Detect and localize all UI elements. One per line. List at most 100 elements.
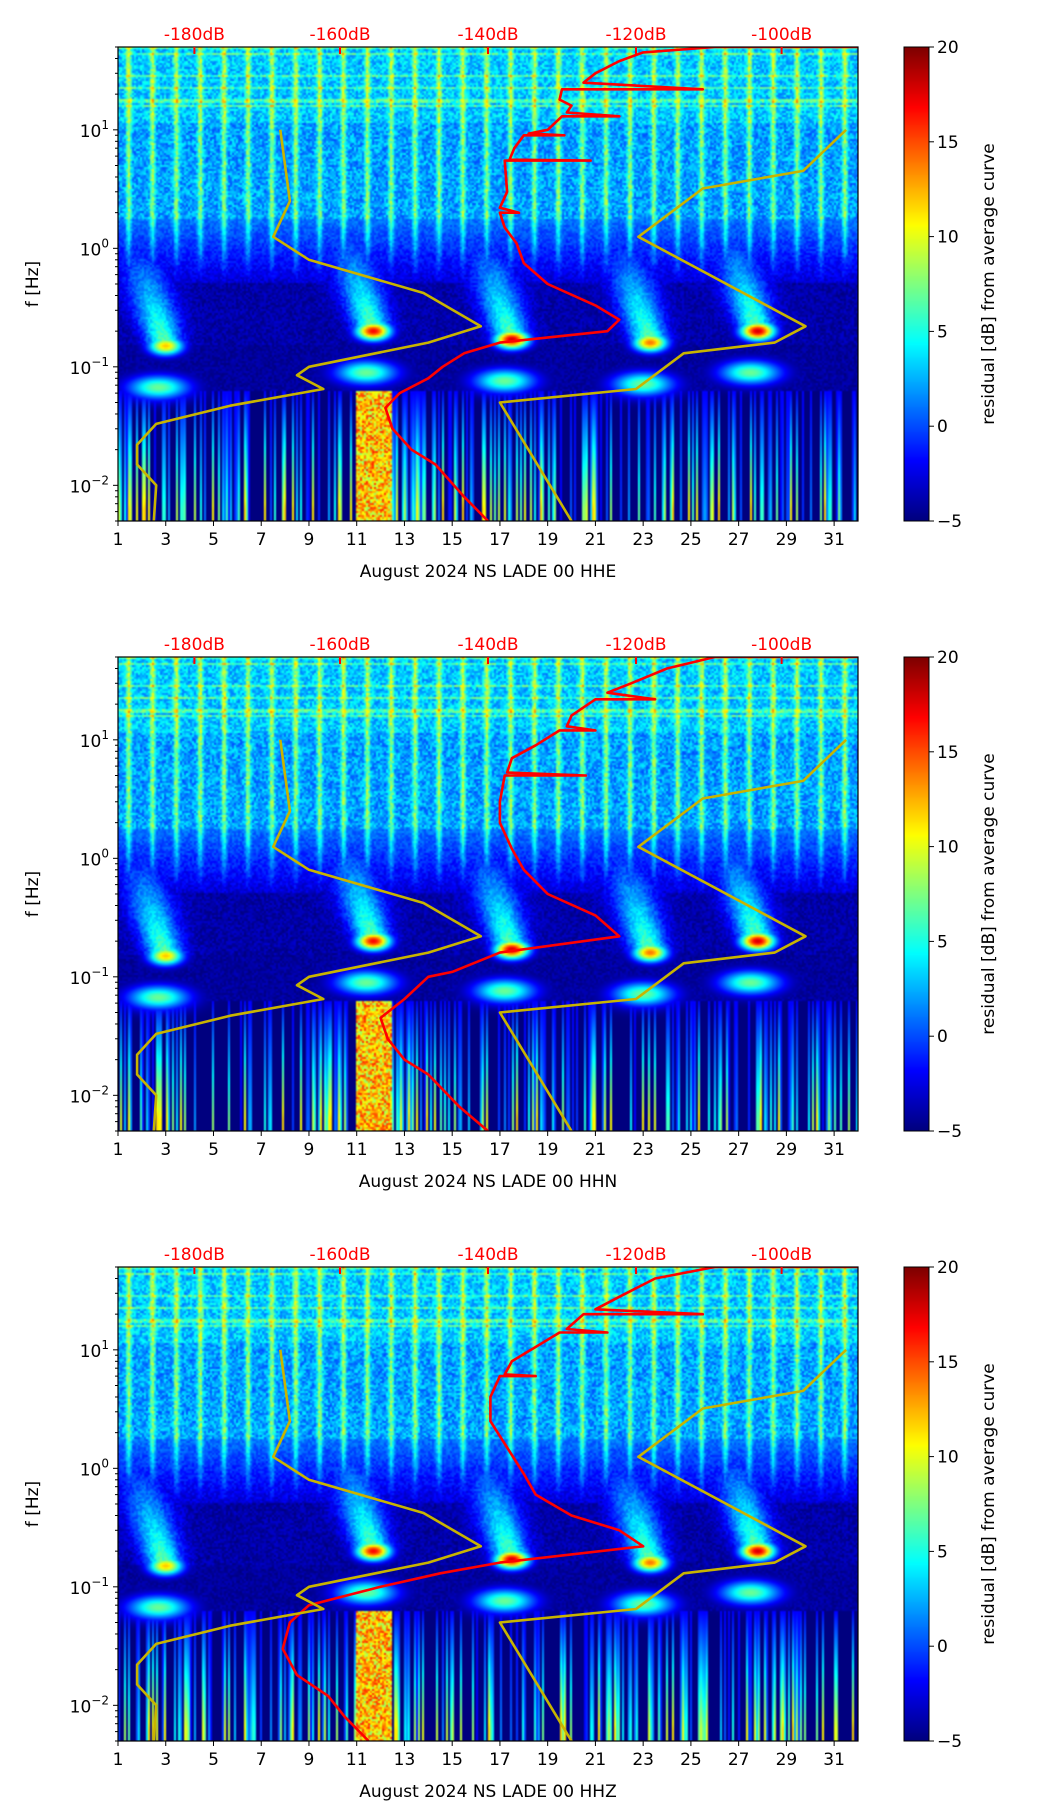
x-tick-label: 5 bbox=[208, 530, 219, 550]
average-curve-line bbox=[281, 1267, 858, 1741]
y-tick-label: 10−1 bbox=[70, 965, 109, 989]
y-tick-label: 101 bbox=[80, 1338, 109, 1362]
x-tick-label: 7 bbox=[256, 1140, 267, 1160]
db-axis-label: -100dB bbox=[751, 25, 812, 45]
db-axis-label: -160dB bbox=[309, 635, 370, 655]
x-tick-label: 3 bbox=[160, 1750, 171, 1770]
y-tick-base: 10 bbox=[70, 477, 92, 497]
y-tick-exponent: −2 bbox=[91, 1083, 109, 1097]
db-axis-label: -120dB bbox=[605, 635, 666, 655]
x-tick-label: 13 bbox=[394, 1140, 416, 1160]
colorbar-tick-label: 10 bbox=[937, 1448, 959, 1468]
y-axis-label: f [Hz] bbox=[23, 1481, 43, 1527]
x-tick-label: 27 bbox=[728, 1140, 750, 1160]
colorbar-tick-label: 15 bbox=[937, 743, 959, 763]
spectrogram-panel: 1 3 5 7 9 11 13 15 17 19 21 23 25 27 29 31 August 2024 N… bbox=[0, 1220, 1052, 1806]
x-tick-label: 29 bbox=[776, 530, 798, 550]
spectrogram-panel: 1 3 5 7 9 11 13 15 17 19 21 23 25 27 29 31 August 2024 N… bbox=[0, 0, 1052, 610]
y-axis-label: f [Hz] bbox=[23, 871, 43, 917]
colorbar-frame bbox=[903, 656, 930, 1132]
x-tick-label: 1 bbox=[113, 530, 124, 550]
colorbar-tick-label: 10 bbox=[937, 838, 959, 858]
colorbar-label: residual [dB] from average curve bbox=[979, 753, 999, 1034]
colorbar-tick-label: 0 bbox=[937, 1027, 948, 1047]
x-tick-label: 3 bbox=[160, 1140, 171, 1160]
y-tick-label: 10−2 bbox=[70, 1693, 109, 1717]
x-tick-label: 25 bbox=[680, 1140, 702, 1160]
x-tick-label: 23 bbox=[632, 530, 654, 550]
y-tick-base: 10 bbox=[80, 122, 102, 142]
nhnm-line bbox=[498, 1348, 847, 1741]
x-tick-label: 9 bbox=[304, 530, 315, 550]
colorbar bbox=[904, 1267, 929, 1741]
db-axis-label: -100dB bbox=[751, 635, 812, 655]
x-tick-label: 31 bbox=[823, 1140, 845, 1160]
colorbar-label: residual [dB] from average curve bbox=[979, 1363, 999, 1644]
y-tick-exponent: 1 bbox=[101, 118, 109, 132]
db-axis-label: -180dB bbox=[164, 1245, 225, 1265]
x-tick-label: 7 bbox=[256, 1750, 267, 1770]
y-tick-label: 100 bbox=[80, 846, 109, 870]
y-tick-exponent: −2 bbox=[91, 473, 109, 487]
y-tick-base: 10 bbox=[80, 850, 102, 870]
colorbar-tick-label: 5 bbox=[937, 1542, 948, 1562]
y-tick-base: 10 bbox=[70, 1087, 92, 1107]
colorbar-tick-label: 5 bbox=[937, 932, 948, 952]
average-curve-line bbox=[384, 47, 858, 521]
x-tick-label: 25 bbox=[680, 1750, 702, 1770]
x-axis-label: August 2024 NS LADE 00 HHZ bbox=[359, 1782, 616, 1802]
plot-frame bbox=[117, 46, 859, 522]
x-tick-label: 9 bbox=[304, 1750, 315, 1770]
colorbar-frame bbox=[903, 1266, 930, 1742]
colorbar-tick-label: 5 bbox=[937, 322, 948, 342]
y-tick-label: 100 bbox=[80, 236, 109, 260]
colorbar-tick-label: 0 bbox=[937, 417, 948, 437]
plot-frame bbox=[117, 656, 859, 1132]
colorbar-tick-label: −5 bbox=[937, 1122, 962, 1142]
db-axis-label: -180dB bbox=[164, 635, 225, 655]
db-axis-label: -160dB bbox=[309, 1245, 370, 1265]
x-tick-label: 5 bbox=[208, 1750, 219, 1770]
colorbar-tick-label: 10 bbox=[937, 228, 959, 248]
db-axis-label: -140dB bbox=[457, 1245, 518, 1265]
y-tick-base: 10 bbox=[80, 1460, 102, 1480]
x-tick-label: 13 bbox=[394, 530, 416, 550]
db-axis-label: -180dB bbox=[164, 25, 225, 45]
x-tick-label: 29 bbox=[776, 1140, 798, 1160]
nhnm-line bbox=[498, 128, 847, 521]
y-tick-label: 101 bbox=[80, 118, 109, 142]
colorbar-label: residual [dB] from average curve bbox=[979, 143, 999, 424]
colorbar-tick-label: −5 bbox=[937, 1732, 962, 1752]
y-tick-label: 10−2 bbox=[70, 473, 109, 497]
colorbar-tick-label: 20 bbox=[937, 1258, 959, 1278]
x-tick-label: 31 bbox=[823, 1750, 845, 1770]
y-tick-label: 10−2 bbox=[70, 1083, 109, 1107]
x-tick-label: 27 bbox=[728, 1750, 750, 1770]
x-tick-label: 23 bbox=[632, 1140, 654, 1160]
colorbar-tick-label: 20 bbox=[937, 648, 959, 668]
y-tick-label: 10−1 bbox=[70, 1575, 109, 1599]
db-axis-label: -120dB bbox=[605, 25, 666, 45]
x-tick-label: 21 bbox=[585, 530, 607, 550]
x-tick-label: 15 bbox=[441, 530, 463, 550]
y-tick-base: 10 bbox=[70, 1579, 92, 1599]
y-tick-label: 101 bbox=[80, 728, 109, 752]
y-tick-label: 10−1 bbox=[70, 355, 109, 379]
x-tick-label: 27 bbox=[728, 530, 750, 550]
y-tick-exponent: −2 bbox=[91, 1693, 109, 1707]
x-tick-label: 23 bbox=[632, 1750, 654, 1770]
db-axis-label: -120dB bbox=[605, 1245, 666, 1265]
colorbar-tick-label: 20 bbox=[937, 38, 959, 58]
x-tick-label: 13 bbox=[394, 1750, 416, 1770]
x-tick-label: 11 bbox=[346, 1140, 368, 1160]
y-tick-exponent: −1 bbox=[91, 355, 109, 369]
db-axis-label: -160dB bbox=[309, 25, 370, 45]
colorbar-frame bbox=[903, 46, 930, 522]
spectrogram-heatmap bbox=[118, 657, 858, 1131]
colorbar bbox=[904, 47, 929, 521]
y-tick-exponent: 0 bbox=[101, 236, 109, 250]
spectrogram-heatmap bbox=[118, 47, 858, 521]
